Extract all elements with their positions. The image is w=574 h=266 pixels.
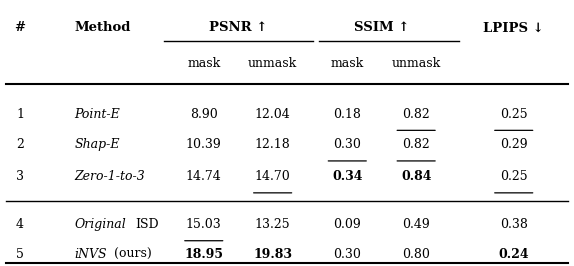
Text: Method: Method <box>75 22 131 34</box>
Text: 0.34: 0.34 <box>332 171 363 183</box>
Text: SSIM ↑: SSIM ↑ <box>354 22 409 34</box>
Text: 0.49: 0.49 <box>402 218 430 231</box>
Text: Shap-E: Shap-E <box>75 139 120 151</box>
Text: 12.18: 12.18 <box>255 139 290 151</box>
Text: unmask: unmask <box>391 57 441 70</box>
Text: (ours): (ours) <box>114 248 152 260</box>
Text: Original: Original <box>75 218 126 231</box>
Text: 14.74: 14.74 <box>186 171 222 183</box>
Text: unmask: unmask <box>248 57 297 70</box>
Text: 5: 5 <box>16 248 24 260</box>
Text: 0.09: 0.09 <box>333 218 361 231</box>
Text: mask: mask <box>187 57 220 70</box>
Text: 0.82: 0.82 <box>402 108 430 121</box>
Text: iNVS: iNVS <box>75 248 107 260</box>
Text: LPIPS ↓: LPIPS ↓ <box>483 22 544 34</box>
Text: 0.80: 0.80 <box>402 248 430 260</box>
Text: mask: mask <box>331 57 364 70</box>
Text: PSNR ↑: PSNR ↑ <box>209 22 267 34</box>
Text: 0.38: 0.38 <box>500 218 528 231</box>
Text: 0.25: 0.25 <box>500 108 528 121</box>
Text: 13.25: 13.25 <box>255 218 290 231</box>
Text: #: # <box>14 22 26 34</box>
Text: 0.82: 0.82 <box>402 139 430 151</box>
Text: 1: 1 <box>16 108 24 121</box>
Text: 4: 4 <box>16 218 24 231</box>
Text: 0.29: 0.29 <box>500 139 528 151</box>
Text: ISD: ISD <box>135 218 158 231</box>
Text: 15.03: 15.03 <box>186 218 222 231</box>
Text: 14.70: 14.70 <box>255 171 290 183</box>
Text: 0.84: 0.84 <box>401 171 432 183</box>
Text: 2: 2 <box>16 139 24 151</box>
Text: 10.39: 10.39 <box>186 139 222 151</box>
Text: 19.83: 19.83 <box>253 248 292 260</box>
Text: Point-E: Point-E <box>75 108 121 121</box>
Text: 8.90: 8.90 <box>190 108 218 121</box>
Text: 0.30: 0.30 <box>333 139 361 151</box>
Text: 3: 3 <box>16 171 24 183</box>
Text: 0.30: 0.30 <box>333 248 361 260</box>
Text: 0.24: 0.24 <box>498 248 529 260</box>
Text: 18.95: 18.95 <box>184 248 223 260</box>
Text: Zero-1-to-3: Zero-1-to-3 <box>75 171 145 183</box>
Text: 0.18: 0.18 <box>333 108 361 121</box>
Text: 12.04: 12.04 <box>255 108 290 121</box>
Text: 0.25: 0.25 <box>500 171 528 183</box>
